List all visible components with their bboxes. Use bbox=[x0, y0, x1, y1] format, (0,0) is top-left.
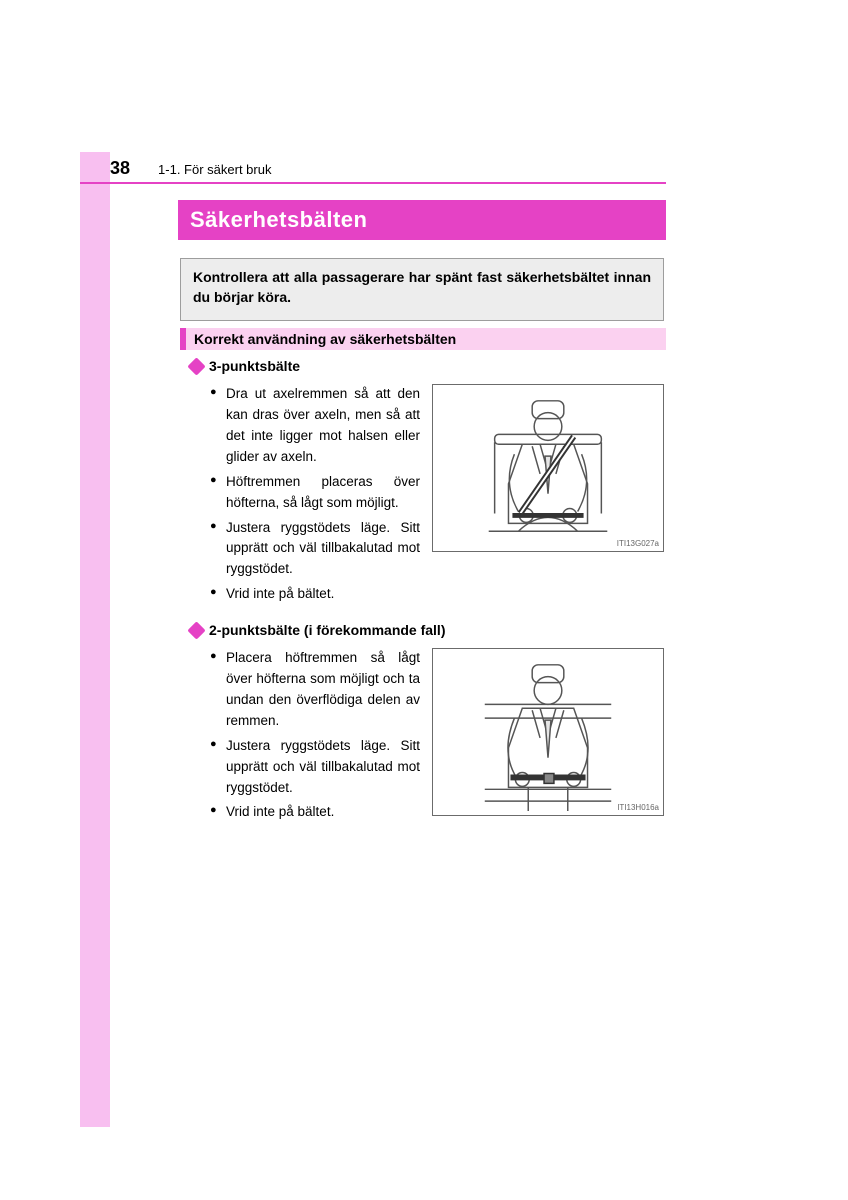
content-block-1: Dra ut axelremmen så att den kan dras öv… bbox=[210, 384, 666, 609]
list-item: Höftremmen placeras över höfterna, så lå… bbox=[210, 472, 420, 514]
section-heading-bar: Korrekt användning av säkerhetsbälten bbox=[180, 328, 666, 350]
list-item: Dra ut axelremmen så att den kan dras öv… bbox=[210, 384, 420, 468]
figure-3point-belt: ITI13G027a bbox=[432, 384, 664, 552]
list-item: Justera ryggstödets läge. Sitt upprätt o… bbox=[210, 736, 420, 799]
bullet-list-1: Dra ut axelremmen så att den kan dras öv… bbox=[210, 384, 420, 609]
seatbelt-2point-illustration-icon bbox=[433, 649, 663, 815]
figure-2point-belt: ITI13H016a bbox=[432, 648, 664, 816]
list-item: Justera ryggstödets läge. Sitt upprätt o… bbox=[210, 518, 420, 581]
content-block-2: Placera höftremmen så lågt över höfterna… bbox=[210, 648, 666, 827]
diamond-icon bbox=[187, 621, 205, 639]
list-item: Vrid inte på bältet. bbox=[210, 802, 420, 823]
subheading-row: 2-punktsbälte (i förekommande fall) bbox=[190, 622, 445, 638]
intro-callout: Kontrollera att alla passagerare har spä… bbox=[180, 258, 664, 321]
figure-code: ITI13H016a bbox=[617, 803, 659, 812]
subheading-row: 3-punktsbälte bbox=[190, 358, 300, 374]
page-header: 38 1-1. För säkert bruk bbox=[110, 158, 670, 179]
subheading-1: 3-punktsbälte bbox=[209, 358, 300, 374]
page-title: Säkerhetsbälten bbox=[190, 207, 367, 233]
section-accent-stripe bbox=[180, 328, 186, 350]
page-number: 38 bbox=[110, 158, 130, 179]
manual-page: 38 1-1. För säkert bruk Säkerhetsbälten … bbox=[0, 0, 848, 1200]
bullet-list-2: Placera höftremmen så lågt över höfterna… bbox=[210, 648, 420, 827]
page-title-band: Säkerhetsbälten bbox=[178, 200, 666, 240]
left-sidebar-stripe bbox=[80, 152, 110, 1127]
subheading-2: 2-punktsbälte (i förekommande fall) bbox=[209, 622, 445, 638]
header-divider bbox=[80, 182, 666, 184]
diamond-icon bbox=[187, 357, 205, 375]
list-item: Vrid inte på bältet. bbox=[210, 584, 420, 605]
seatbelt-3point-illustration-icon bbox=[433, 385, 663, 551]
list-item: Placera höftremmen så lågt över höfterna… bbox=[210, 648, 420, 732]
chapter-label: 1-1. För säkert bruk bbox=[158, 162, 271, 177]
section-heading: Korrekt användning av säkerhetsbälten bbox=[194, 331, 456, 347]
figure-code: ITI13G027a bbox=[617, 539, 659, 548]
